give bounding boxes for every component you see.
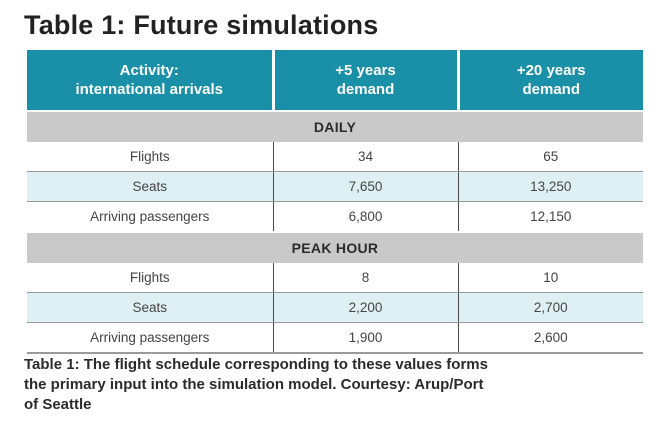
section-label: DAILY (27, 110, 643, 142)
row-label: Flights (27, 142, 274, 172)
cell-plus-20: 13,250 (458, 171, 643, 202)
table-title: Table 1: Future simulations (24, 10, 379, 40)
table-caption: Table 1: The flight schedule correspondi… (24, 355, 624, 415)
cell-plus-5: 6,800 (273, 201, 459, 233)
row-label: Seats (27, 171, 274, 202)
section-row-daily: DAILY (27, 110, 643, 142)
header-plus-20-line2: demand (522, 81, 580, 98)
table-row: Arriving passengers 1,900 2,600 (27, 322, 643, 354)
cell-plus-5: 1,900 (273, 322, 459, 354)
header-plus-5-line1: +5 years (335, 62, 396, 79)
cell-plus-20: 65 (458, 142, 643, 172)
cell-plus-20: 2,700 (458, 292, 643, 323)
cell-plus-5: 2,200 (273, 292, 459, 323)
row-label: Arriving passengers (27, 201, 274, 233)
caption-line: the primary input into the simulation mo… (24, 376, 484, 393)
section-row-peak-hour: PEAK HOUR (27, 231, 643, 263)
header-activity: Activity: international arrivals (27, 50, 275, 111)
cell-plus-5: 7,650 (273, 171, 459, 202)
header-row: Activity: international arrivals +5 year… (27, 50, 643, 111)
caption-line: of Seattle (24, 396, 92, 413)
table-row: Arriving passengers 6,800 12,150 (27, 201, 643, 233)
header-plus-20-years: +20 years demand (458, 50, 643, 111)
section-label: PEAK HOUR (27, 231, 643, 263)
table-row: Seats 2,200 2,700 (27, 292, 643, 323)
cell-plus-20: 2,600 (458, 322, 643, 354)
caption-line: Table 1: The flight schedule correspondi… (24, 356, 488, 373)
table-row: Seats 7,650 13,250 (27, 171, 643, 202)
row-label: Flights (27, 263, 274, 293)
table-row: Flights 8 10 (27, 263, 643, 293)
header-plus-5-line2: demand (336, 81, 395, 98)
simulation-table: Activity: international arrivals +5 year… (27, 50, 643, 354)
row-label: Seats (27, 292, 274, 323)
cell-plus-20: 12,150 (458, 201, 643, 233)
header-plus-20-line1: +20 years (516, 62, 586, 79)
cell-plus-5: 8 (273, 263, 459, 293)
header-activity-line2: international arrivals (75, 81, 224, 98)
cell-plus-20: 10 (458, 263, 643, 293)
header-activity-line1: Activity: (119, 62, 179, 79)
header-plus-5-years: +5 years demand (273, 50, 460, 111)
table-row: Flights 34 65 (27, 142, 643, 172)
cell-plus-5: 34 (273, 142, 459, 172)
row-label: Arriving passengers (27, 322, 274, 354)
